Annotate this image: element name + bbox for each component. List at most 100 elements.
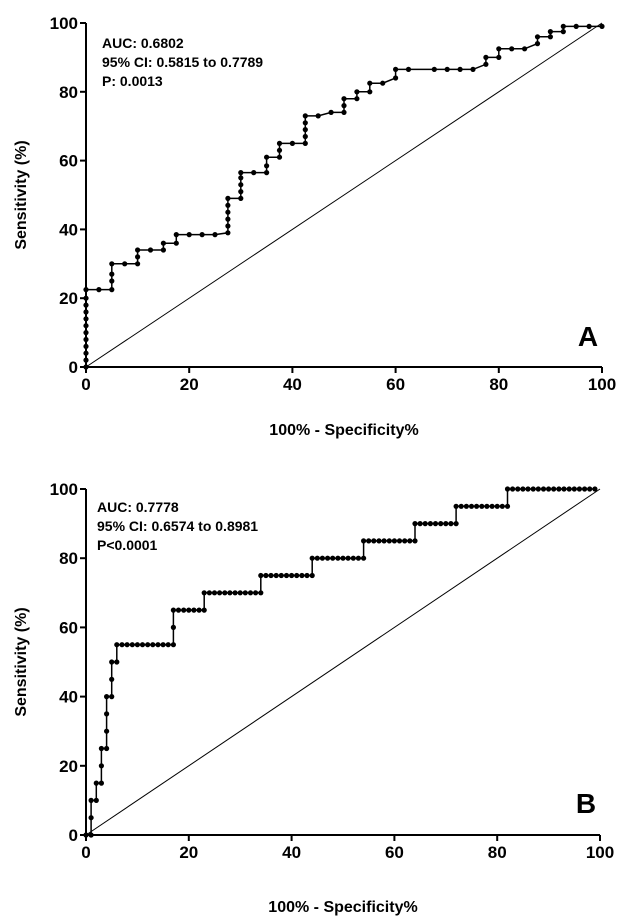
roc-data-point — [225, 202, 231, 208]
x-tick-label: 80 — [488, 843, 507, 862]
roc-data-point — [304, 572, 310, 579]
roc-data-point — [242, 590, 248, 596]
roc-data-point — [468, 503, 475, 509]
roc-data-point — [199, 232, 205, 238]
roc-data-point — [83, 832, 89, 838]
roc-data-point — [367, 80, 373, 86]
y-tick-label: 60 — [59, 618, 78, 637]
roc-data-point — [217, 590, 223, 596]
roc-data-point — [264, 163, 270, 169]
roc-data-point — [273, 572, 279, 579]
roc-data-point — [422, 521, 428, 527]
roc-data-point — [134, 642, 140, 648]
roc-data-point — [225, 195, 231, 201]
roc-data-point — [278, 572, 284, 579]
roc-data-point — [504, 486, 511, 492]
roc-data-point — [443, 521, 449, 527]
x-tick-label: 0 — [81, 843, 90, 862]
roc-data-point — [561, 486, 567, 492]
roc-data-point — [302, 127, 308, 133]
roc-data-point — [432, 521, 439, 527]
roc-data-point — [341, 109, 347, 115]
roc-data-point — [496, 46, 502, 52]
roc-data-point — [83, 309, 89, 315]
reference-diagonal-line — [85, 488, 601, 836]
y-axis-title: Sensitivity (%) — [13, 607, 30, 716]
axis-ticks — [80, 488, 601, 841]
roc-data-point — [438, 521, 444, 527]
roc-data-point — [96, 287, 102, 293]
roc-data-point — [104, 745, 110, 752]
roc-data-point — [302, 133, 308, 140]
roc-data-point — [201, 607, 207, 613]
ci-annotation: 95% CI: 0.5815 to 0.7789 — [102, 54, 263, 70]
roc-data-point — [354, 89, 360, 95]
roc-data-point — [354, 96, 360, 102]
x-tick-label: 20 — [180, 375, 199, 394]
roc-data-point — [160, 247, 166, 253]
roc-data-point — [98, 763, 104, 769]
p-value-annotation: P<0.0001 — [97, 537, 158, 553]
roc-data-point — [551, 486, 557, 492]
roc-data-point — [83, 357, 89, 363]
roc-data-point — [309, 572, 315, 579]
x-tick-label: 100 — [588, 375, 616, 394]
roc-data-point — [135, 254, 141, 260]
roc-data-point — [386, 538, 392, 544]
roc-data-point — [114, 642, 120, 648]
roc-data-point — [534, 34, 541, 40]
roc-data-point — [458, 503, 464, 509]
roc-data-point — [264, 170, 270, 176]
roc-data-point — [225, 230, 231, 236]
roc-data-point — [444, 66, 450, 72]
roc-data-point — [109, 271, 115, 277]
roc-data-point — [525, 486, 531, 492]
x-tick-label: 0 — [81, 375, 90, 394]
roc-data-point — [104, 728, 110, 734]
roc-data-point — [484, 503, 490, 509]
roc-data-point — [83, 287, 89, 293]
roc-data-point — [139, 642, 146, 648]
roc-data-point — [448, 521, 454, 527]
roc-data-point — [119, 642, 125, 648]
roc-data-point — [225, 209, 231, 215]
roc-data-point — [268, 572, 274, 579]
roc-data-point — [534, 41, 541, 47]
roc-data-point — [160, 642, 166, 648]
roc-data-point — [396, 538, 403, 544]
roc-curve-points — [83, 486, 598, 838]
roc-data-point — [165, 642, 171, 648]
roc-data-point — [145, 642, 151, 648]
reference-diagonal-line — [85, 22, 603, 368]
roc-data-point — [289, 572, 295, 579]
roc-data-point — [109, 659, 115, 665]
roc-panel-b: 0 20 40 60 80 100 0 20 40 60 80 100 100%… — [13, 480, 614, 916]
roc-data-point — [135, 261, 141, 267]
roc-data-point — [582, 486, 588, 492]
roc-data-point — [109, 278, 115, 284]
roc-data-point — [191, 607, 197, 613]
roc-data-point — [340, 555, 346, 561]
x-tick-label: 20 — [179, 843, 198, 862]
roc-data-point — [302, 120, 308, 126]
roc-data-point — [573, 23, 579, 29]
roc-data-point — [470, 66, 476, 72]
y-tick-label: 60 — [59, 152, 78, 171]
roc-data-point — [522, 46, 528, 52]
y-tick-label: 20 — [59, 289, 78, 308]
roc-data-point — [150, 642, 156, 648]
roc-data-point — [599, 23, 605, 29]
roc-data-point — [104, 694, 110, 700]
roc-data-point — [393, 66, 399, 72]
roc-data-point — [83, 295, 89, 301]
roc-data-point — [109, 694, 115, 700]
roc-data-point — [546, 486, 552, 492]
roc-data-point — [247, 590, 254, 596]
roc-data-point — [104, 711, 110, 717]
roc-data-point — [494, 503, 500, 509]
roc-data-point — [135, 247, 141, 253]
roc-data-point — [83, 302, 89, 308]
roc-data-point — [483, 54, 489, 61]
x-tick-label: 80 — [489, 375, 508, 394]
